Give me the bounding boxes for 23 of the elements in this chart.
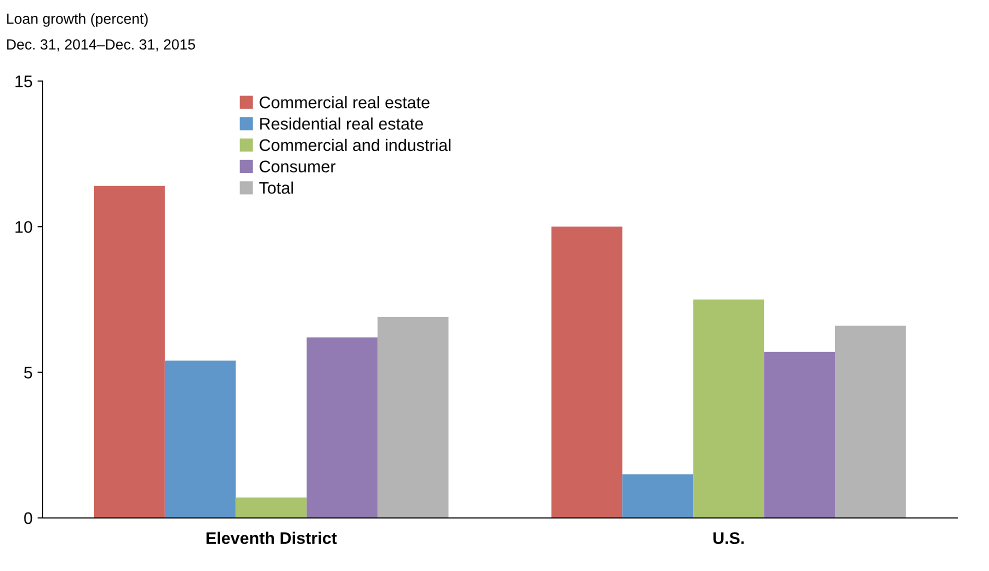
bar bbox=[164, 360, 236, 518]
y-tick-label: 15 bbox=[16, 76, 32, 88]
legend-label: Total bbox=[259, 182, 293, 194]
chart-title: Loan growth (percent) bbox=[7, 13, 148, 27]
bar bbox=[378, 316, 448, 518]
bar bbox=[834, 326, 906, 518]
bar bbox=[551, 226, 622, 518]
bar bbox=[622, 474, 694, 518]
y-tick-label: 0 bbox=[24, 512, 32, 524]
x-tick-label: Eleventh District bbox=[206, 532, 337, 544]
bar bbox=[693, 299, 764, 518]
bar bbox=[236, 498, 307, 518]
legend-label: Commercial and industrial bbox=[260, 138, 450, 152]
bar bbox=[94, 186, 165, 518]
x-tick-label: U.S. bbox=[713, 532, 744, 544]
y-tick-label: 5 bbox=[24, 366, 32, 378]
bar bbox=[764, 352, 835, 518]
legend-label: Consumer bbox=[260, 160, 336, 172]
legend-label: Residential real estate bbox=[260, 117, 423, 130]
bar bbox=[306, 337, 378, 518]
chart-subtitle: Dec. 31, 2014–Dec. 31, 2015 bbox=[7, 39, 196, 52]
legend-label: Commercial real estate bbox=[260, 96, 430, 108]
y-tick-label: 10 bbox=[16, 221, 32, 233]
